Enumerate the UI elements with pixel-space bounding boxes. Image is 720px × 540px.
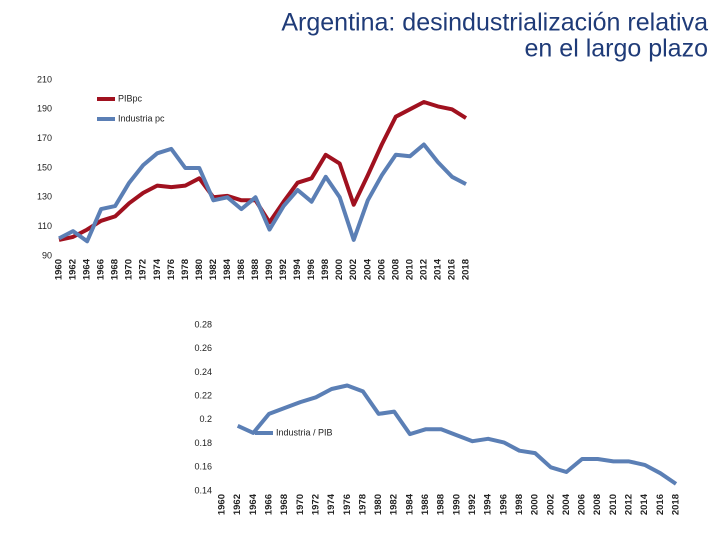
x-tick-label: 1984	[404, 493, 415, 515]
x-tick-label: 1968	[110, 259, 121, 280]
series-line	[236, 383, 678, 486]
x-tick-label: 1964	[248, 493, 259, 515]
x-tick-label: 1994	[483, 493, 494, 515]
x-tick-label: 2018	[461, 259, 472, 280]
x-tick-label: 1976	[342, 494, 353, 515]
x-tick-label: 2002	[545, 494, 556, 515]
title-line-1: Argentina: desindustrialización relativa	[281, 9, 708, 37]
x-tick-label: 1964	[82, 258, 93, 280]
x-tick-label: 1966	[96, 259, 107, 280]
x-tick-label: 1968	[279, 494, 290, 515]
x-tick-label: 1974	[326, 493, 337, 515]
title-line-2: en el largo plazo	[525, 35, 708, 63]
series-line	[58, 142, 467, 244]
x-tick-label: 1976	[166, 259, 177, 280]
x-tick-label: 1996	[498, 494, 509, 515]
legend-label: Industria pc	[118, 113, 165, 123]
x-tick-label: 2004	[362, 258, 373, 280]
x-tick-label: 2008	[592, 494, 603, 515]
x-tick-label: 2004	[561, 493, 572, 515]
x-tick-label: 2000	[334, 259, 345, 280]
x-tick-label: 1970	[295, 494, 306, 515]
y-tick-label: 0.14	[194, 485, 212, 495]
y-tick-label: 130	[37, 192, 52, 202]
x-tick-label: 1972	[310, 494, 321, 515]
y-tick-label: 0.28	[194, 319, 212, 329]
x-tick-label: 2012	[418, 259, 429, 280]
x-tick-label: 1960	[217, 494, 228, 515]
y-tick-label: 190	[37, 104, 52, 114]
y-tick-label: 0.26	[194, 343, 212, 353]
x-tick-label: 1988	[250, 259, 261, 280]
x-tick-label: 1988	[436, 494, 447, 515]
x-tick-label: 1990	[451, 494, 462, 515]
x-tick-label: 1998	[320, 259, 331, 280]
x-tick-label: 1972	[138, 259, 149, 280]
x-tick-label: 1960	[54, 259, 65, 280]
y-tick-label: 0.16	[194, 462, 212, 472]
x-tick-label: 1990	[264, 259, 275, 280]
x-tick-label: 1992	[467, 494, 478, 515]
x-tick-label: 2010	[404, 259, 415, 280]
x-tick-label: 1982	[389, 494, 400, 515]
x-tick-label: 2016	[655, 494, 666, 515]
y-tick-label: 110	[38, 221, 52, 231]
x-tick-label: 1966	[263, 494, 274, 515]
x-tick-label: 1984	[222, 258, 233, 280]
x-tick-label: 2008	[390, 259, 401, 280]
x-tick-label: 2010	[608, 494, 619, 515]
x-tick-label: 1992	[278, 259, 289, 280]
x-tick-label: 1980	[373, 494, 384, 515]
x-tick-label: 1980	[194, 259, 205, 280]
x-tick-label: 2002	[348, 259, 359, 280]
x-tick-label: 1978	[357, 494, 368, 515]
x-tick-label: 1962	[68, 259, 79, 280]
x-tick-label: 1970	[124, 259, 135, 280]
y-tick-label: 0.18	[194, 438, 212, 448]
x-tick-label: 2014	[432, 258, 443, 280]
x-tick-label: 1974	[152, 258, 163, 280]
x-tick-label: 2006	[577, 494, 588, 515]
y-tick-label: 0.22	[194, 391, 212, 401]
y-tick-label: 210	[37, 74, 52, 84]
x-tick-label: 1996	[306, 259, 317, 280]
x-tick-label: 1982	[208, 259, 219, 280]
legend-label: Industria / PIB	[276, 427, 333, 437]
x-tick-label: 1994	[292, 258, 303, 280]
x-tick-label: 1978	[180, 259, 191, 280]
x-tick-label: 2018	[671, 494, 682, 515]
x-tick-label: 2012	[624, 494, 635, 515]
x-tick-label: 1986	[236, 259, 247, 280]
x-tick-label: 2000	[530, 494, 541, 515]
x-tick-label: 2014	[639, 493, 650, 515]
x-tick-label: 2006	[376, 259, 387, 280]
y-tick-label: 0.24	[194, 367, 212, 377]
y-tick-label: 0.2	[199, 414, 212, 424]
y-tick-label: 90	[42, 250, 52, 260]
x-tick-label: 1998	[514, 494, 525, 515]
y-tick-label: 170	[37, 133, 52, 143]
x-tick-label: 1986	[420, 494, 431, 515]
y-tick-label: 150	[37, 162, 52, 172]
x-tick-label: 2016	[446, 259, 457, 280]
x-tick-label: 1962	[232, 494, 243, 515]
legend-label: PIBpc	[118, 93, 143, 103]
